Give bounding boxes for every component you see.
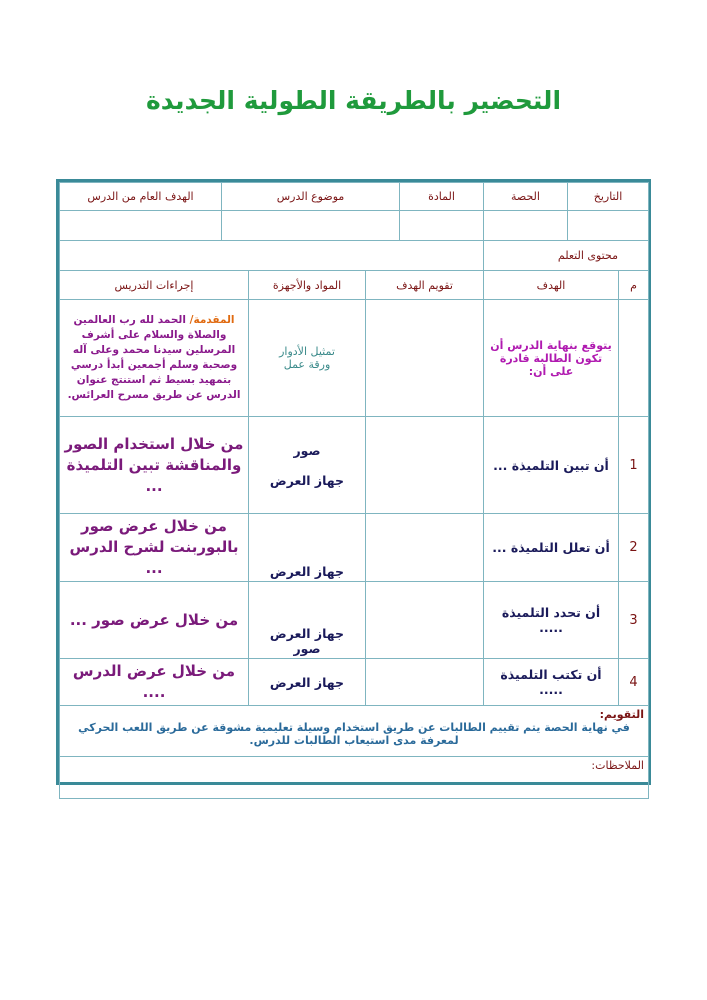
intro-num	[618, 299, 649, 417]
intro-label: المقدمة/	[189, 314, 235, 326]
row-materials: جهاز العرض	[248, 658, 366, 706]
intro-text: الحمد لله رب العالمين والصلاة والسلام عل…	[67, 314, 241, 401]
row-num: 4	[618, 658, 649, 706]
col-num: م	[618, 270, 649, 300]
header-topic: موضوع الدرس	[221, 182, 400, 211]
col-procedures: إجراءات التدريس	[59, 270, 249, 300]
header-period: الحصة	[483, 182, 568, 211]
evaluation-text: في نهاية الحصة يتم تقييم الطالبات عن طري…	[78, 721, 630, 747]
col-goal-eval: تقويم الهدف	[365, 270, 484, 300]
page-title: التحضير بالطريقة الطولية الجديدة	[145, 86, 562, 115]
header-date: التاريخ	[567, 182, 649, 211]
evaluation-section: التقويم: في نهاية الحصة يتم تقييم الطالب…	[59, 705, 649, 757]
row-materials: صور جهاز العرض	[248, 416, 366, 514]
period-value[interactable]	[483, 210, 568, 241]
row-eval	[365, 658, 484, 706]
notes-label: الملاحظات:	[591, 759, 644, 772]
header-general-goal: الهدف العام من الدرس	[59, 182, 222, 211]
lesson-plan-table: التاريخ الحصة المادة موضوع الدرس الهدف ا…	[56, 179, 651, 799]
evaluation-label: التقويم:	[599, 708, 644, 721]
row-num: 1	[618, 416, 649, 514]
general-goal-value[interactable]	[59, 210, 222, 241]
row-eval	[365, 416, 484, 514]
row-procedure: من خلال عرض صور بالبوربنت لشرح الدرس ...	[59, 513, 249, 582]
date-value[interactable]	[567, 210, 649, 241]
table-row: 1 أن تبين التلميذة ... صور جهاز العرض من …	[59, 416, 649, 514]
row-goal: أن تكتب التلميذة .....	[483, 658, 619, 706]
row-procedure: من خلال استخدام الصور والمناقشة تبين الت…	[59, 416, 249, 514]
material: جهاز العرض	[269, 626, 345, 641]
row-eval	[365, 513, 484, 582]
table-row: 4 أن تكتب التلميذة ..... جهاز العرض من خ…	[59, 658, 649, 706]
table-row: 3 أن تحدد التلميذة ..... جهاز العرض صور م…	[59, 581, 649, 659]
intro-material-2: ورقة عمل	[283, 358, 331, 371]
material: صور	[293, 442, 321, 458]
row-goal: أن تعلل التلميذة ...	[483, 513, 619, 582]
row-num: 3	[618, 581, 649, 659]
subject-value[interactable]	[399, 210, 484, 241]
learning-content-value[interactable]	[59, 240, 484, 271]
col-materials: المواد والأجهزة	[248, 270, 366, 300]
material: جهاز العرض	[269, 472, 345, 488]
row-goal: أن تبين التلميذة ...	[483, 416, 619, 514]
intro-goal: يتوقع بنهاية الدرس أن تكون الطالبة قادرة…	[483, 299, 619, 417]
intro-procedure: المقدمة/ الحمد لله رب العالمين والصلاة و…	[59, 299, 249, 417]
intro-materials: تمثيل الأدوار ورقة عمل	[248, 299, 366, 417]
row-materials: جهاز العرض صور	[248, 581, 366, 659]
topic-value[interactable]	[221, 210, 400, 241]
row-procedure: من خلال عرض الدرس ....	[59, 658, 249, 706]
col-goal: الهدف	[483, 270, 619, 300]
notes-section[interactable]: الملاحظات:	[59, 756, 649, 799]
row-eval	[365, 581, 484, 659]
material: جهاز العرض	[269, 564, 345, 579]
header-subject: المادة	[399, 182, 484, 211]
learning-content-label: محتوى التعلم	[483, 240, 649, 271]
row-procedure: من خلال عرض صور ...	[59, 581, 249, 659]
row-goal: أن تحدد التلميذة .....	[483, 581, 619, 659]
row-materials: جهاز العرض	[248, 513, 366, 582]
row-num: 2	[618, 513, 649, 582]
intro-material-1: تمثيل الأدوار	[279, 345, 335, 358]
table-row: 2 أن تعلل التلميذة ... جهاز العرض من خلا…	[59, 513, 649, 582]
intro-eval	[365, 299, 484, 417]
material: صور	[293, 641, 321, 656]
